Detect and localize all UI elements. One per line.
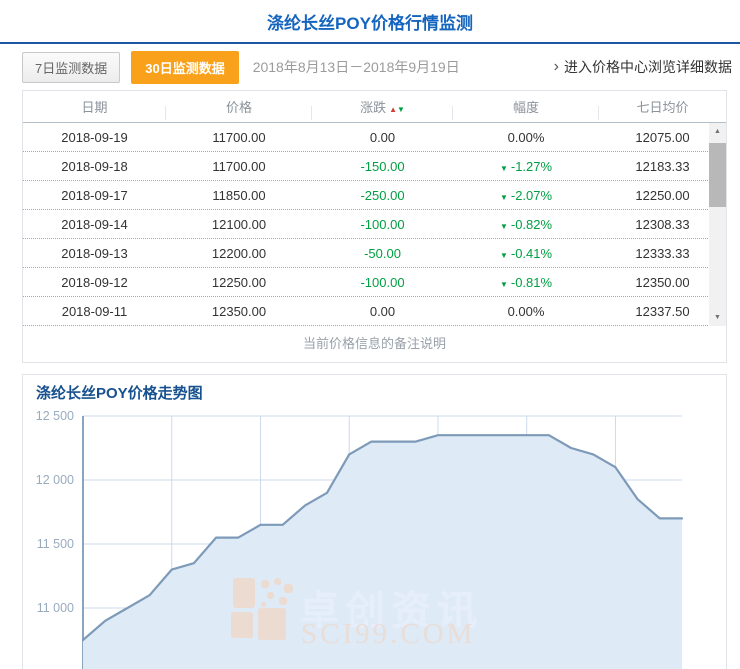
table-scrollbar[interactable]: ▲ ▼	[709, 123, 726, 326]
cell-7day-avg: 12075.00	[599, 130, 726, 145]
price-note-link[interactable]: 当前价格信息的备注说明	[23, 326, 726, 362]
table-row: 2018-09-1711850.00-250.00▼-2.07%12250.00	[23, 181, 726, 210]
chart-title: 涤纶长丝POY价格走势图	[36, 382, 203, 403]
scroll-down-icon[interactable]: ▼	[709, 309, 726, 326]
cell-change: 0.00	[312, 130, 453, 145]
cell-date: 2018-09-12	[23, 275, 166, 290]
cell-change: -150.00	[312, 159, 453, 174]
table-row: 2018-09-1312200.00-50.00▼-0.41%12333.33	[23, 239, 726, 268]
cell-price: 11700.00	[166, 130, 312, 145]
cell-percent: 0.00%	[453, 304, 599, 319]
page-title: 涤纶长丝POY价格行情监测	[0, 0, 740, 34]
cell-percent: ▼-1.27%	[453, 159, 599, 174]
scrollbar-thumb[interactable]	[709, 143, 726, 207]
column-header-percent[interactable]: 幅度	[453, 97, 599, 116]
cell-change: -50.00	[312, 246, 453, 261]
btn-30day-data[interactable]: 30日监测数据	[131, 51, 238, 84]
down-triangle-icon: ▼	[500, 222, 508, 231]
cell-percent: ▼-0.81%	[453, 275, 599, 290]
chevron-right-icon: ›	[554, 59, 559, 75]
table-row: 2018-09-1911700.000.000.00%12075.00	[23, 123, 726, 152]
cell-date: 2018-09-14	[23, 217, 166, 232]
cell-percent: ▼-0.82%	[453, 217, 599, 232]
cell-date: 2018-09-13	[23, 246, 166, 261]
cell-date: 2018-09-17	[23, 188, 166, 203]
cell-percent: ▼-2.07%	[453, 188, 599, 203]
y-axis-tick-label: 11 000	[37, 601, 74, 615]
column-header-date[interactable]: 日期	[23, 97, 166, 116]
column-header-change[interactable]: 涨跌▲▼	[312, 97, 453, 116]
cell-7day-avg: 12333.33	[599, 246, 726, 261]
cell-date: 2018-09-19	[23, 130, 166, 145]
cell-price: 11850.00	[166, 188, 312, 203]
table-row: 2018-09-1412100.00-100.00▼-0.82%12308.33	[23, 210, 726, 239]
date-range-label: 2018年8月13日－2018年9月19日	[253, 57, 460, 77]
cell-percent: 0.00%	[453, 130, 599, 145]
down-triangle-icon: ▼	[500, 193, 508, 202]
column-header-7day-avg[interactable]: 七日均价	[599, 97, 726, 116]
table-row: 2018-09-1212250.00-100.00▼-0.81%12350.00	[23, 268, 726, 297]
column-header-change-label: 涨跌	[360, 100, 386, 115]
sort-desc-icon[interactable]: ▼	[397, 105, 405, 114]
cell-7day-avg: 12337.50	[599, 304, 726, 319]
cell-change: -100.00	[312, 217, 453, 232]
down-triangle-icon: ▼	[500, 164, 508, 173]
cell-date: 2018-09-18	[23, 159, 166, 174]
cell-price: 12200.00	[166, 246, 312, 261]
btn-7day-data[interactable]: 7日监测数据	[22, 52, 120, 83]
cell-price: 12250.00	[166, 275, 312, 290]
cell-change: -100.00	[312, 275, 453, 290]
down-triangle-icon: ▼	[500, 251, 508, 260]
down-triangle-icon: ▼	[500, 280, 508, 289]
y-axis-tick-label: 11 500	[37, 537, 74, 551]
table-body: 2018-09-1911700.000.000.00%12075.002018-…	[23, 123, 726, 326]
table-row: 2018-09-1811700.00-150.00▼-1.27%12183.33	[23, 152, 726, 181]
cell-price: 12100.00	[166, 217, 312, 232]
toolbar: 7日监测数据 30日监测数据 2018年8月13日－2018年9月19日 › 进入…	[0, 44, 740, 90]
table-header-row: 日期 价格 涨跌▲▼ 幅度 七日均价	[23, 91, 726, 123]
cell-7day-avg: 12350.00	[599, 275, 726, 290]
price-chart-panel: 涤纶长丝POY价格走势图 12 50012 00011 50011 000 卓创…	[22, 374, 727, 669]
cell-price: 12350.00	[166, 304, 312, 319]
price-trend-chart: 12 500 12 000 11 500 11 000	[23, 375, 726, 669]
scroll-up-icon[interactable]: ▲	[709, 123, 726, 140]
y-axis-tick-label: 12 000	[36, 473, 74, 487]
cell-price: 11700.00	[166, 159, 312, 174]
price-table-panel: 日期 价格 涨跌▲▼ 幅度 七日均价 2018-09-1911700.000.0…	[22, 90, 727, 363]
cell-7day-avg: 12308.33	[599, 217, 726, 232]
cell-date: 2018-09-11	[23, 304, 166, 319]
column-header-price[interactable]: 价格	[166, 97, 312, 116]
y-axis-tick-label: 12 500	[36, 409, 74, 423]
cell-7day-avg: 12183.33	[599, 159, 726, 174]
cell-change: 0.00	[312, 304, 453, 319]
price-center-link-label: 进入价格中心浏览详细数据	[564, 57, 732, 77]
table-row: 2018-09-1112350.000.000.00%12337.50	[23, 297, 726, 326]
price-center-link[interactable]: › 进入价格中心浏览详细数据	[554, 57, 732, 77]
cell-percent: ▼-0.41%	[453, 246, 599, 261]
cell-7day-avg: 12250.00	[599, 188, 726, 203]
sort-asc-icon[interactable]: ▲	[389, 105, 397, 114]
cell-change: -250.00	[312, 188, 453, 203]
